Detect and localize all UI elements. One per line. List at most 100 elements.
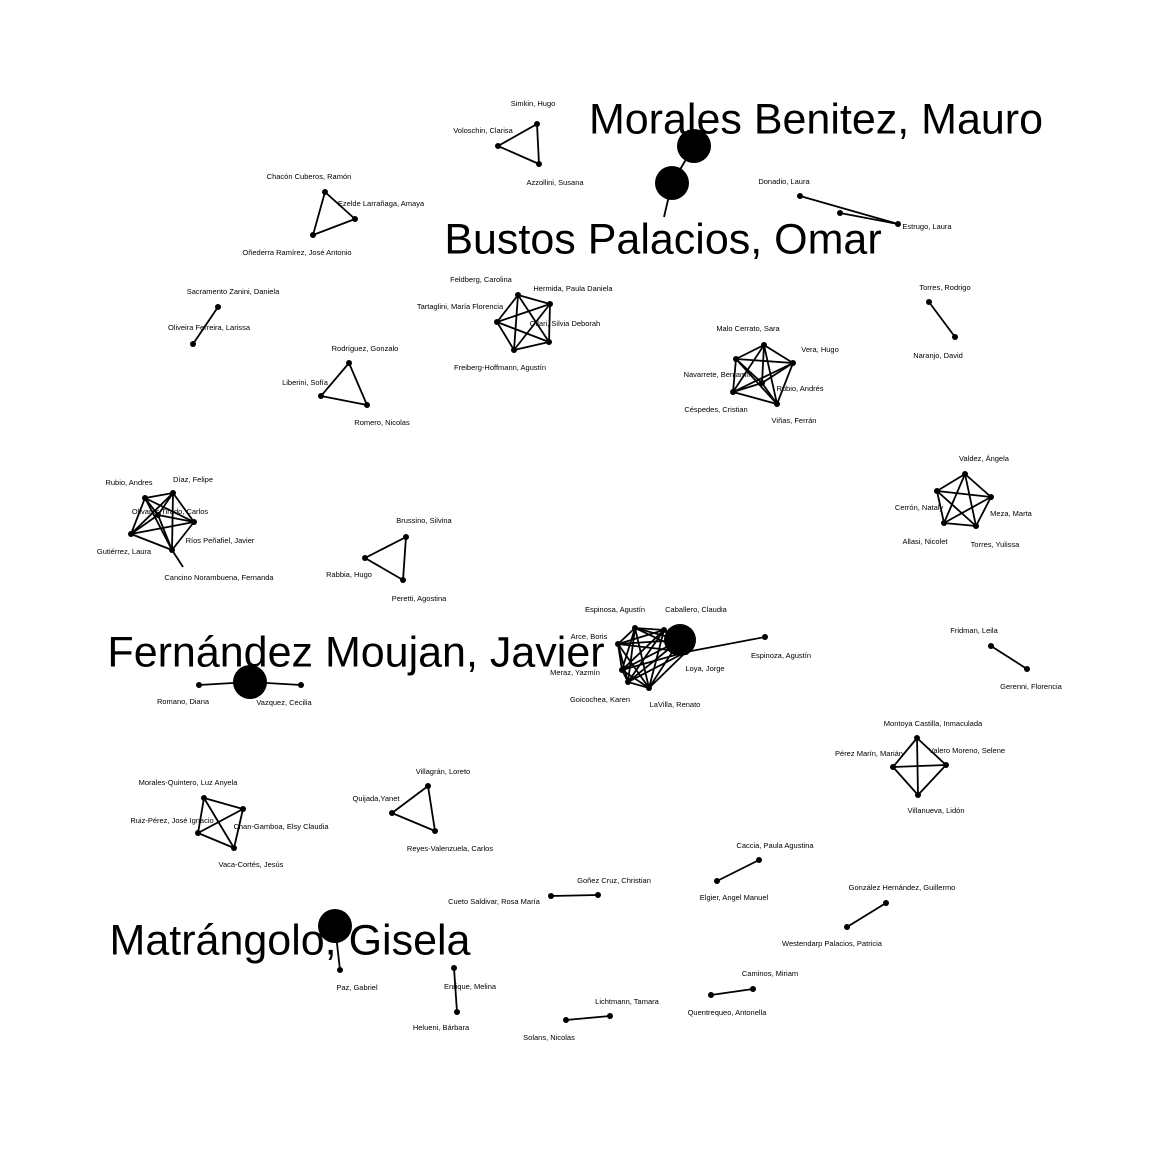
edge-olivares-gutierrez: [130, 514, 159, 535]
edge-stub-2: [839, 212, 899, 225]
node-label-reyes: Reyes-Valenzuela, Carlos: [407, 844, 493, 853]
node-label-navarrete: Navarrete, Benjamín: [684, 370, 753, 379]
node-vazquez: [298, 682, 304, 688]
edge-ruiz-perez-vaca: [233, 808, 244, 849]
edge-simkin-azzollini: [536, 123, 540, 165]
edge-meza-torres-y: [975, 496, 992, 527]
edge-ollari-freiberg: [513, 341, 550, 351]
edge-valdez-meza: [964, 473, 992, 498]
edge-sacramento-oliveira: [192, 306, 219, 345]
node-label-quentrequeo: Quentrequeo, Antonella: [688, 1008, 768, 1017]
node-meza: [988, 494, 994, 500]
node-label-voloschin: Voloschin, Clarisa: [453, 126, 513, 135]
node-label-espinoza-2: Espinoza, Agustín: [751, 651, 811, 660]
edge-valero-villanueva: [917, 764, 947, 796]
edge-vera-vinas: [776, 362, 794, 405]
edge-hermida-tartaglini: [496, 303, 551, 323]
node-ezeldel: [352, 216, 358, 222]
node-label-morales-benitez: Morales Benitez, Mauro: [589, 95, 1043, 143]
edge-enrique-helueni: [453, 967, 458, 1013]
node-label-rubio-a1: Rubio, Andres: [105, 478, 152, 487]
node-label-westendarp: Westendarp Palacios, Patricia: [782, 939, 883, 948]
edge-vera-navarrete: [735, 358, 794, 364]
edge-chan-vaca: [197, 832, 235, 849]
edge-rubio-a2-vinas: [761, 382, 778, 405]
node-elgier: [714, 878, 720, 884]
node-label-allasi: Allasi, Nicolet: [902, 537, 948, 546]
node-label-enrique: Enrique, Melina: [444, 982, 497, 991]
edge-villagran-quijada: [391, 785, 429, 814]
edge-feldberg-freiberg: [513, 294, 519, 351]
node-onederra: [310, 232, 316, 238]
node-label-chacon: Chacón Cuberos, Ramón: [267, 172, 352, 181]
edge-ruiz-perez-chan: [197, 808, 244, 834]
node-label-valdez: Valdez, Ángela: [959, 454, 1010, 463]
edge-malo-cespedes: [732, 344, 765, 393]
node-label-brussino: Brussino, Silvina: [396, 516, 452, 525]
node-label-romero-n: Romero, Nicolas: [354, 418, 410, 427]
edge-morales-q-ruiz-perez: [203, 797, 244, 810]
edge-perez-marin-villanueva: [892, 766, 919, 796]
edge-meza-allasi: [943, 496, 992, 524]
node-westendarp: [844, 924, 850, 930]
node-torres-y: [973, 523, 979, 529]
node-donadio-mid: [837, 210, 843, 216]
edge-donadio-estrugo: [799, 195, 899, 225]
edge-feldberg-hermida: [517, 294, 551, 305]
edge-olivares-rios: [157, 514, 195, 523]
node-label-arce: Arce, Boris: [571, 632, 608, 641]
node-romero-n: [364, 402, 370, 408]
edge-hermida-freiberg: [513, 303, 551, 351]
edge-ezeldel-onederra: [312, 218, 356, 236]
edge-rios-gutierrez: [130, 521, 195, 535]
edge-layer: [130, 123, 1028, 1021]
node-label-caballero: Caballero, Claudia: [665, 605, 728, 614]
node-feldberg: [515, 292, 521, 298]
node-label-rodriguez-g: Rodríguez, Gonzalo: [332, 344, 399, 353]
node-c-hub: [664, 624, 696, 656]
edge-espinosa-1-caballero: [634, 627, 665, 631]
node-label-valero: Valero Moreno, Selene: [929, 746, 1005, 755]
edge-allasi-torres-y: [943, 522, 977, 527]
node-label-ezeldel: Ezelde Larrañaga, Amaya: [338, 199, 425, 208]
node-tartaglini: [494, 319, 500, 325]
node-label-torres-r: Torres, Rodrigo: [919, 283, 970, 292]
node-rabbia: [362, 555, 368, 561]
node-label-meza: Meza, Marta: [990, 509, 1033, 518]
node-label-peretti: Peretti, Agostina: [392, 594, 447, 603]
edge-gonzalez-h-westendarp: [846, 902, 887, 928]
node-liberini: [318, 393, 324, 399]
node-label-liberini: Liberini, Sofía: [282, 378, 329, 387]
node-label-espinosa-1: Espinosa, Agustín: [585, 605, 645, 614]
node-fernandez-moujan: [233, 665, 267, 699]
edge-gonez-cueto: [550, 894, 599, 897]
edge-valdez-torres-y: [964, 473, 977, 527]
node-rios: [191, 519, 197, 525]
edge-montoya-valero: [916, 737, 947, 766]
edge-navarrete-cespedes: [732, 358, 737, 393]
node-sacramento: [215, 304, 221, 310]
node-gonez: [595, 892, 601, 898]
edge-gutierrez-cancino: [130, 533, 173, 551]
node-label-villagran: Villagrán, Loreto: [416, 767, 470, 776]
edge-cerron-meza: [936, 490, 992, 498]
node-vera: [790, 360, 796, 366]
node-enrique: [451, 965, 457, 971]
edge-espinosa-1-arce: [617, 627, 636, 645]
node-label-lichtmann: Lichtmann, Tamara: [595, 997, 659, 1006]
node-label-vera: Vera, Hugo: [801, 345, 839, 354]
edge-torres-r-naranjo: [928, 301, 956, 338]
node-label-quijada: Quijada,Yanet: [353, 794, 401, 803]
edge-tartaglini-ollari: [496, 321, 550, 343]
node-label-gutierrez: Gutiérrez, Laura: [97, 547, 152, 556]
node-label-olivares: Olivares Tirado, Carlos: [132, 507, 209, 516]
node-label-tartaglini: Tartaglini, María Florencia: [417, 302, 504, 311]
edge-diaz-cancino: [171, 492, 174, 551]
node-espinoza-2: [762, 634, 768, 640]
node-label-naranjo: Naranjo, David: [913, 351, 963, 360]
node-ollari: [546, 339, 552, 345]
edge-rubio-a1-gutierrez: [130, 497, 146, 535]
node-rubio-a2: [759, 380, 765, 386]
edge-cespedes-vinas: [732, 391, 778, 405]
edge-hermida-ollari: [548, 303, 551, 343]
